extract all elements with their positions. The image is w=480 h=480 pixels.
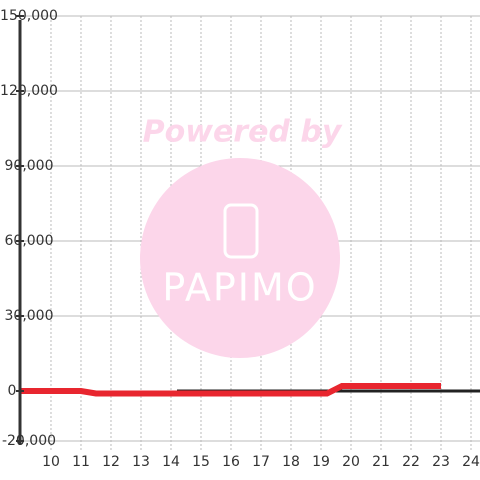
- x-tick-label: 16: [222, 454, 240, 470]
- x-tick-label: 11: [72, 454, 90, 470]
- x-tick-label: 14: [162, 454, 180, 470]
- x-tick-label: 23: [432, 454, 450, 470]
- x-tick-label: 20: [342, 454, 360, 470]
- x-tick-label: 21: [372, 454, 390, 470]
- watermark-logo: PAPIMO: [162, 266, 317, 310]
- y-tick-label: 90,000: [5, 158, 54, 174]
- y-tick-label: 150,000: [0, 8, 58, 24]
- x-tick-label: 18: [282, 454, 300, 470]
- series-line: [20, 383, 441, 397]
- y-tick-label: 0: [8, 383, 17, 399]
- watermark: Powered by PAPIMO: [140, 115, 343, 358]
- x-tick-label: 10: [42, 454, 60, 470]
- x-tick-label: 15: [192, 454, 210, 470]
- x-tick-label: 24: [462, 454, 480, 470]
- y-tick-label: -20,000: [2, 433, 56, 449]
- y-tick-label: 120,000: [0, 83, 58, 99]
- x-tick-label: 12: [102, 454, 120, 470]
- x-tick-label: 17: [252, 454, 270, 470]
- x-tick-label: 13: [132, 454, 150, 470]
- x-tick-label: 22: [402, 454, 420, 470]
- watermark-icon: [223, 203, 259, 259]
- x-tick-label: 19: [312, 454, 330, 470]
- y-tick-label: 30,000: [5, 308, 54, 324]
- y-tick-label: 60,000: [5, 233, 54, 249]
- watermark-text: Powered by: [143, 115, 343, 150]
